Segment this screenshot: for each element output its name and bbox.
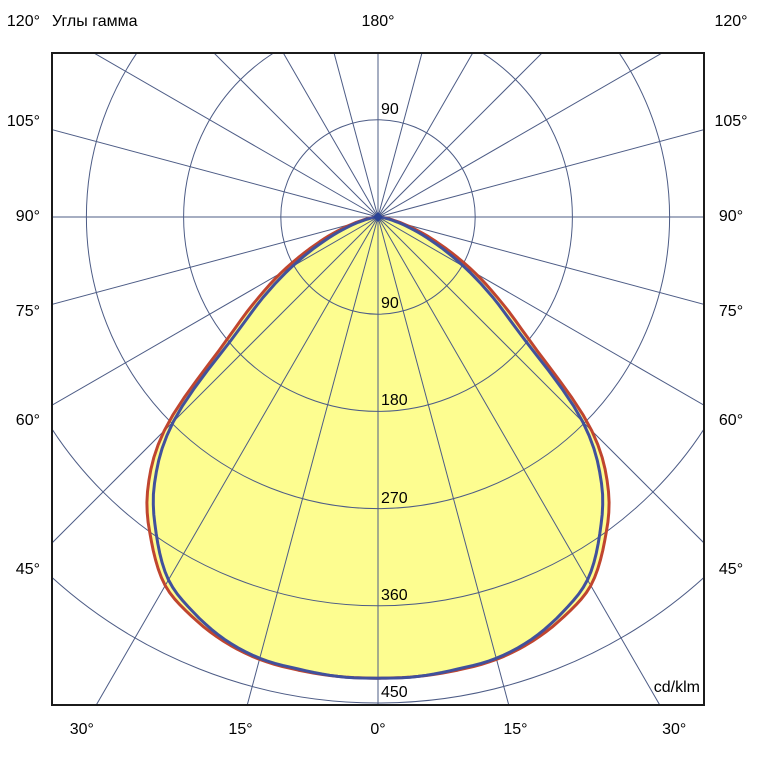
gamma-grid-line [377,216,510,705]
gamma-grid-line [377,216,661,705]
gamma-grid-line [377,129,704,218]
gamma-grid-line [213,53,379,218]
gamma-grid-line [95,216,379,705]
gamma-grid-line [377,216,704,305]
gamma-grid-line [377,53,664,218]
gamma-grid-line [333,53,379,218]
gamma-grid-line [377,216,704,544]
gamma-grid-line [92,53,379,218]
gamma-grid-line [377,53,423,218]
gamma-grid-line [377,53,543,218]
gamma-grid-line [52,216,379,544]
curve-c0-c180 [151,215,605,680]
center-marker [373,212,383,222]
gamma-grid-line [282,53,379,218]
gamma-grid-line [377,53,474,218]
gamma-grid-line [246,216,379,705]
gamma-grid-line [52,216,379,305]
chart-frame [51,52,705,706]
gamma-grid-line [52,129,379,218]
